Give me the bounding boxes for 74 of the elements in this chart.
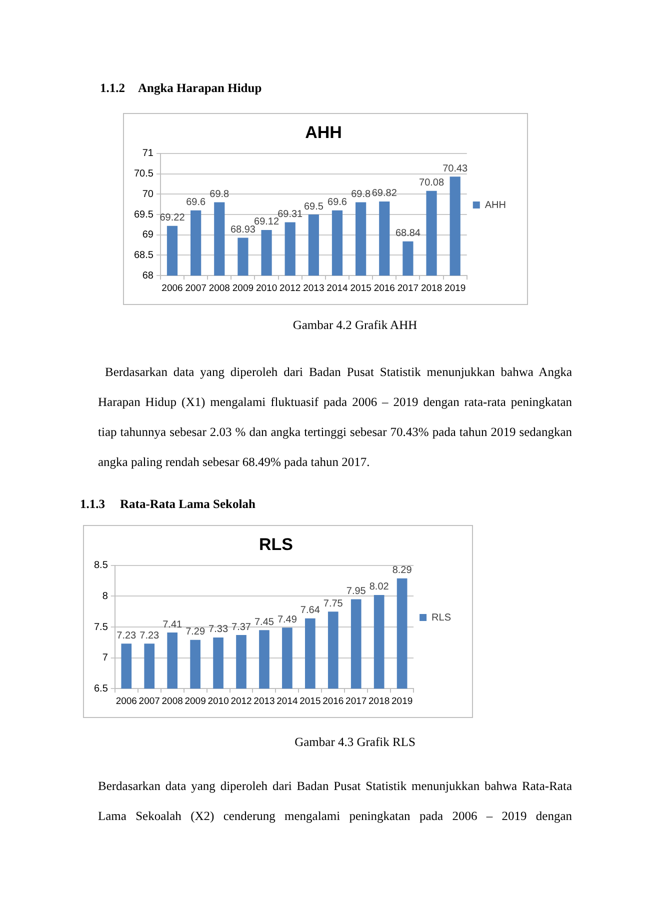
data-label: 69.82 [372,188,398,200]
text: 1.1.2 Angka Harapan Hidup [100,80,262,96]
data-label: 7.37 [232,622,252,633]
y-tick-label: 69 [142,230,154,241]
chart-title: AHH [305,122,342,142]
x-tick-label: 2016 [322,696,344,707]
y-tick-label: 69.5 [134,209,154,220]
data-label: 69.8 [210,189,230,200]
legend-label: RLS [432,612,452,624]
x-tick-label: 2008 [162,696,183,707]
x-tick-label: 2007 [185,282,206,294]
data-label: 7.23 [116,630,137,642]
x-tick-label: 2015 [350,282,372,294]
data-label: 7.75 [323,598,344,610]
data-label: 69.5 [304,201,324,212]
data-label: 8.29 [392,565,412,576]
text: Gambar 4.3 Grafik RLS [294,735,416,749]
x-tick-label: 2007 [138,696,160,707]
x-tick-label: 2016 [374,282,395,294]
data-label: 70.08 [419,178,444,189]
y-tick-label: 8 [102,590,108,602]
x-tick-label: 2019 [391,696,413,707]
data-label: 69.6 [186,197,206,208]
data-label: 69.6 [328,197,348,208]
data-label: 7.41 [162,619,182,630]
text: 1.1.3 Rata-Rata Lama Sekolah [80,497,256,511]
y-tick-label: 68.5 [134,250,154,261]
x-tick-label: 2017 [397,282,419,294]
y-tick-label: 70 [142,188,154,200]
y-tick-label: 7 [102,652,108,664]
x-tick-label: 2018 [420,282,442,294]
x-tick-label: 2010 [256,282,278,294]
data-label: 7.64 [300,605,320,616]
legend-label: AHH [484,200,506,211]
x-tick-label: 2012 [280,282,301,294]
y-tick-label: 8.5 [94,560,108,572]
text: Berdasarkan data yang diperoleh dari Badan Pusat Statistik menunjukkan bahwa Angka Harapan Hidup (X1) mengalami fluktuasif pada 2006 – 2019 dengan rata-rata peningkatan tiap tahunnya sebesar 2.03 % dan angka tertinggi sebesar 70.43% pada tahun 2019 sedangkan angka paling rendah sebesar 68.49% pada tahun 2017. [98,365,572,469]
y-tick-label: 68 [142,270,154,282]
data-label: 7.33 [208,624,228,636]
x-tick-label: 2014 [326,282,348,294]
text: Berdasarkan data yang diperoleh dari Badan Pusat Statistik menunjukkan bahwa Rata-Rata Lama Sekoalah (X2) cenderung mengalami peningkatan pada 2006 – 2019 dengan [98,779,572,823]
data-label: 69.12 [254,216,280,228]
x-tick-label: 2006 [162,282,183,294]
data-label: 68.84 [395,228,421,240]
x-tick-label: 2010 [208,696,229,707]
y-tick-label: 6.5 [94,683,108,694]
x-tick-label: 2019 [444,282,466,294]
y-tick-label: 71 [142,148,154,160]
chart-title: RLS [259,534,293,554]
data-label: 69.22 [160,212,186,224]
x-tick-label: 2013 [254,696,275,707]
data-label: 8.02 [369,582,390,593]
data-label: 68.93 [230,224,256,236]
data-label: 70.43 [442,163,468,174]
data-label: 7.95 [346,586,366,598]
x-tick-label: 2013 [303,282,324,294]
data-label: 7.29 [186,626,206,638]
x-tick-label: 2012 [230,696,252,707]
x-tick-label: 2015 [300,696,321,707]
data-label: 7.45 [254,616,274,628]
x-tick-label: 2009 [184,696,206,707]
data-label: 69.8 [351,189,371,200]
x-tick-label: 2009 [232,282,254,294]
x-tick-label: 2008 [208,282,230,294]
x-tick-label: 2014 [276,696,298,707]
data-label: 69.31 [278,208,304,220]
text: Gambar 4.2 Grafik AHH [292,318,418,332]
x-tick-label: 2006 [116,696,137,707]
y-tick-label: 70.5 [134,168,154,180]
data-label: 7.23 [140,630,160,642]
x-tick-label: 2018 [368,696,390,707]
y-tick-label: 7.5 [94,622,108,633]
x-tick-label: 2017 [346,696,367,707]
data-label: 7.49 [277,614,298,626]
